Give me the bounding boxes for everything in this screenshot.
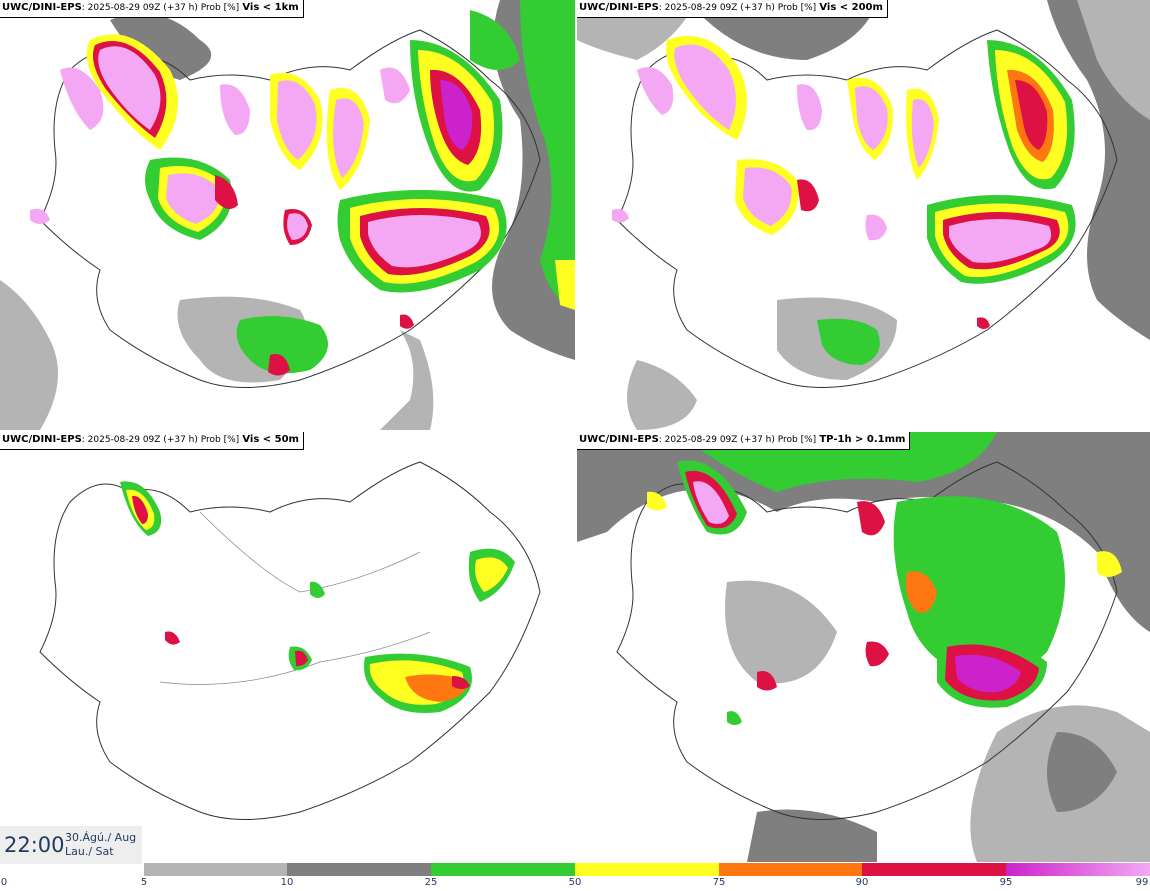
- valid-time-hour: 22:00: [4, 833, 65, 857]
- panel-meta: : 2025-08-29 09Z (+37 h) Prob [%]: [81, 435, 240, 445]
- panel-title-vis-50m: UWC/DINI-EPS: 2025-08-29 09Z (+37 h) Pro…: [0, 432, 304, 450]
- map-vis-200m: [577, 0, 1150, 430]
- panel-variable: TP-1h > 0.1mm: [819, 434, 906, 445]
- colorbar-tick: 10: [280, 877, 294, 888]
- colorbar-seg-95-99: [1006, 863, 1150, 876]
- colorbar-tick: 50: [568, 877, 582, 888]
- colorbar-tick: 0: [0, 877, 8, 888]
- valid-time-date-line2: Lau./ Sat: [65, 845, 114, 858]
- panel-meta: : 2025-08-29 09Z (+37 h) Prob [%]: [81, 3, 240, 13]
- probability-colorbar: [144, 863, 1150, 876]
- colorbar-tick: 90: [855, 877, 869, 888]
- panel-source: UWC/DINI-EPS: [2, 2, 82, 13]
- panel-title-vis-200m: UWC/DINI-EPS: 2025-08-29 09Z (+37 h) Pro…: [577, 0, 888, 18]
- colorbar-tick: 75: [712, 877, 726, 888]
- colorbar-seg-90-95: [862, 863, 1006, 876]
- panel-variable: Vis < 200m: [819, 2, 883, 13]
- colorbar-tick: 99: [1135, 877, 1149, 888]
- map-panel-vis-200m: UWC/DINI-EPS: 2025-08-29 09Z (+37 h) Pro…: [577, 0, 1150, 430]
- panel-source: UWC/DINI-EPS: [2, 434, 82, 445]
- prob-field-tp-1h: [647, 460, 1122, 725]
- map-vis-1km: [0, 0, 575, 430]
- horizontal-divider: [0, 430, 1150, 432]
- map-panel-vis-1km: UWC/DINI-EPS: 2025-08-29 09Z (+37 h) Pro…: [0, 0, 575, 430]
- colorbar-tick: 95: [999, 877, 1013, 888]
- prob-field-vis-1km: [30, 34, 507, 376]
- panel-source: UWC/DINI-EPS: [579, 434, 659, 445]
- colorbar-seg-75-90: [719, 863, 862, 876]
- colorbar-seg-10-25: [287, 863, 431, 876]
- colorbar-tick: 5: [140, 877, 148, 888]
- panel-title-vis-1km: UWC/DINI-EPS: 2025-08-29 09Z (+37 h) Pro…: [0, 0, 304, 18]
- colorbar-tick: 25: [424, 877, 438, 888]
- colorbar-ticks: 0 5 10 25 50 75 90 95 99: [0, 877, 1150, 891]
- map-vis-50m: [39, 461, 541, 820]
- prob-field-vis-50m: [120, 481, 515, 713]
- valid-time-box: 22:00 30.Ágú./ Aug Lau./ Sat: [0, 826, 142, 864]
- map-panel-tp-1h: UWC/DINI-EPS: 2025-08-29 09Z (+37 h) Pro…: [577, 432, 1150, 862]
- colorbar-seg-25-50: [431, 863, 575, 876]
- panel-title-tp-1h: UWC/DINI-EPS: 2025-08-29 09Z (+37 h) Pro…: [577, 432, 911, 450]
- panel-variable: Vis < 50m: [242, 434, 299, 445]
- panel-meta: : 2025-08-29 09Z (+37 h) Prob [%]: [658, 3, 817, 13]
- panel-meta: : 2025-08-29 09Z (+37 h) Prob [%]: [658, 435, 817, 445]
- colorbar-seg-50-75: [575, 863, 719, 876]
- map-panel-vis-50m: UWC/DINI-EPS: 2025-08-29 09Z (+37 h) Pro…: [0, 432, 575, 862]
- colorbar-seg-5-10: [144, 863, 287, 876]
- map-tp-1h: [577, 432, 1150, 862]
- valid-time-date: 30.Ágú./ Aug Lau./ Sat: [65, 831, 136, 859]
- panel-source: UWC/DINI-EPS: [579, 2, 659, 13]
- valid-time-date-line1: 30.Ágú./ Aug: [65, 831, 137, 844]
- panel-variable: Vis < 1km: [242, 2, 299, 13]
- prob-field-vis-200m: [612, 35, 1076, 365]
